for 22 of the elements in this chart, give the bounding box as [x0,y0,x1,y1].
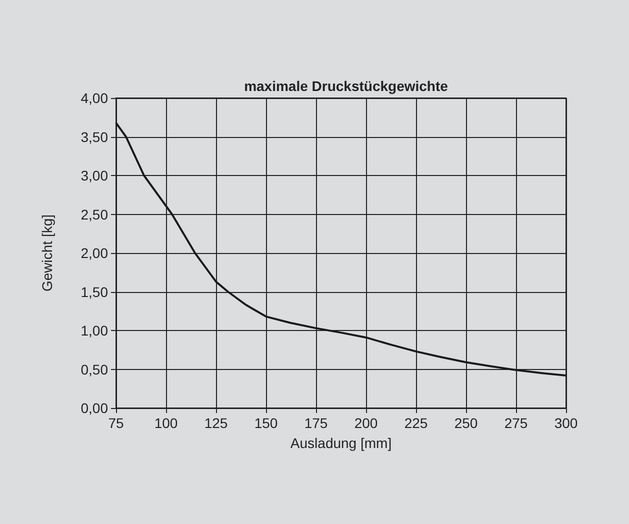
y-tick-label: 3,50 [80,128,108,145]
y-tick-label: 4,00 [80,90,108,106]
y-axis-title: Gewicht [kg] [39,214,55,292]
x-tick-label: 100 [154,415,178,431]
x-tick-label: 300 [554,415,578,431]
x-tick-label: 125 [204,415,228,431]
x-axis-title: Ausladung [mm] [290,435,392,451]
y-tick-label: 3,00 [80,168,108,184]
y-tick-label: 1,00 [80,322,108,338]
y-tick-label: 1,50 [80,284,108,300]
x-tick-label: 250 [454,415,478,431]
x-tick-label: 200 [354,415,378,431]
x-tick-label: 75 [108,415,124,431]
y-tick-label: 2,50 [80,206,108,222]
x-tick-label: 275 [504,415,528,431]
x-tick-label: 225 [404,415,428,431]
y-tick-label: 0,50 [80,361,108,378]
chart-title: maximale Druckstückgewichte [244,78,448,94]
x-tick-label: 175 [304,415,328,431]
x-tick-label: 150 [254,415,278,431]
y-tick-label: 2,00 [80,245,108,261]
y-tick-label: 0,00 [80,400,108,416]
